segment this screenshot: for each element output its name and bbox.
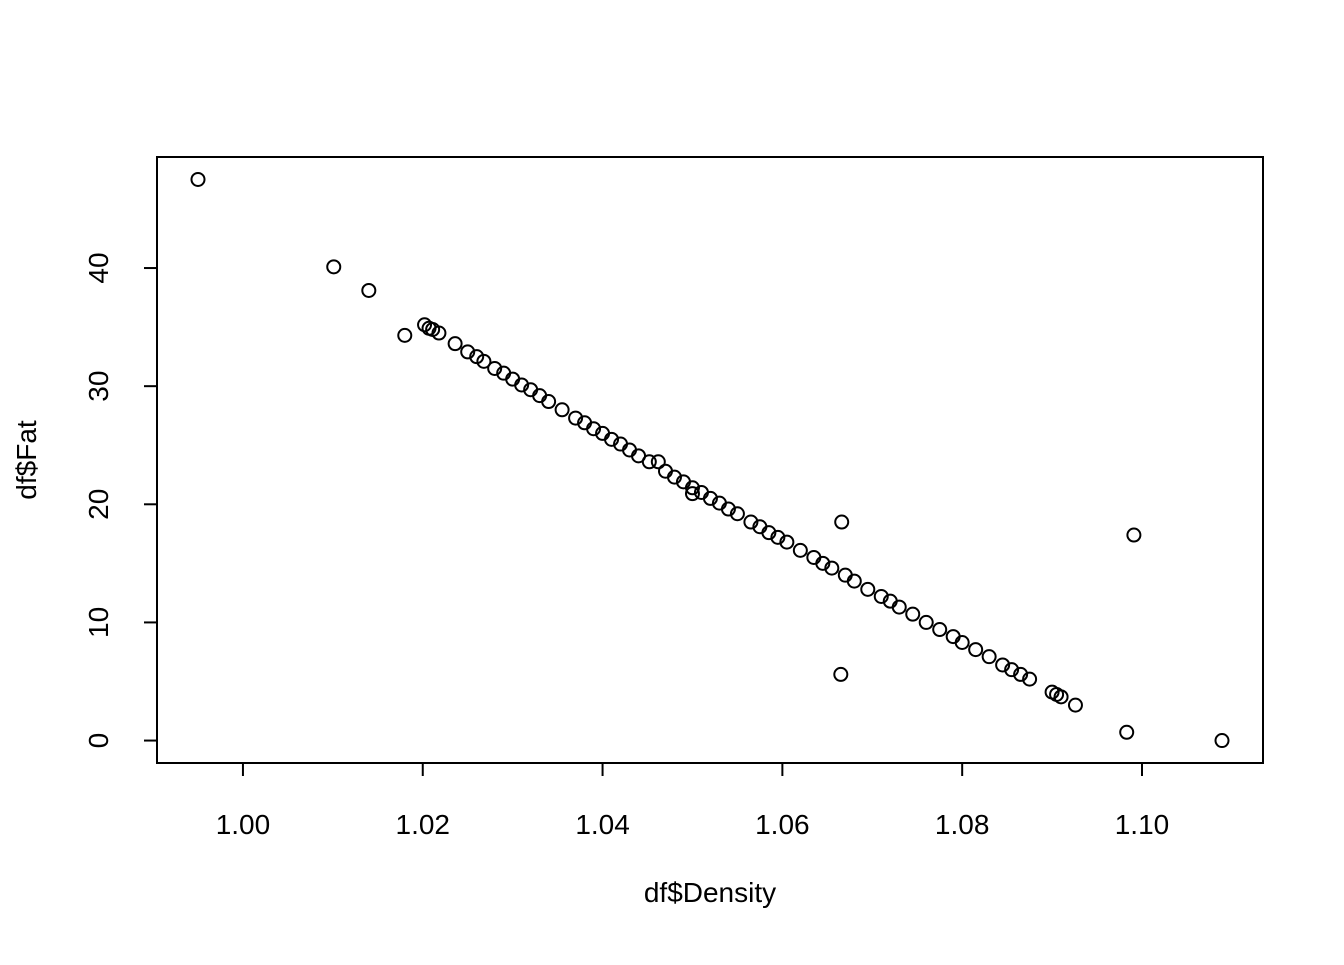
point [666,469,682,485]
point [834,514,850,530]
x-axis-label: df$Density [644,877,776,908]
y-axis-label: df$Fat [11,420,42,500]
point [604,431,620,447]
point [720,501,736,517]
point [541,394,557,410]
x-tick-label: 1.10 [1115,809,1170,840]
x-tick-label: 1.00 [216,809,271,840]
point [743,514,759,530]
point [361,282,377,298]
y-tick-label: 30 [83,371,114,402]
point [860,581,876,597]
point [833,666,849,682]
point [770,529,786,545]
point [1004,662,1020,678]
x-tick-label: 1.02 [396,809,451,840]
point [1126,527,1142,543]
point [873,588,889,604]
point [476,353,492,369]
x-tick-label: 1.08 [935,809,990,840]
point [779,534,795,550]
y-tick-label: 40 [83,252,114,283]
point [568,410,584,426]
point [932,622,948,638]
point [981,649,997,665]
y-tick-label: 0 [83,733,114,749]
point [995,657,1011,673]
point [1053,689,1069,705]
point [761,525,777,541]
point [650,454,666,470]
point [954,635,970,651]
point [905,606,921,622]
x-tick-label: 1.06 [755,809,810,840]
point [1022,671,1038,687]
point [792,542,808,558]
point [641,454,657,470]
point [918,614,934,630]
y-tick-label: 10 [83,607,114,638]
point [968,642,984,658]
point [1119,724,1135,740]
point [729,506,745,522]
point [397,327,413,343]
point [447,336,463,352]
point [417,317,433,333]
point [815,555,831,571]
point [702,490,718,506]
point [554,402,570,418]
point [1214,733,1230,749]
plot-box [156,156,1264,764]
point [586,421,602,437]
point [891,599,907,615]
point [684,486,700,502]
point [846,573,862,589]
point [460,344,476,360]
point [1067,697,1083,713]
point [1013,666,1029,682]
y-tick-label: 20 [83,489,114,520]
point [514,377,530,393]
point [190,171,206,187]
point [487,360,503,376]
point [431,325,447,341]
point [684,480,700,496]
point [824,560,840,576]
x-tick-label: 1.04 [575,809,630,840]
point [326,259,342,275]
